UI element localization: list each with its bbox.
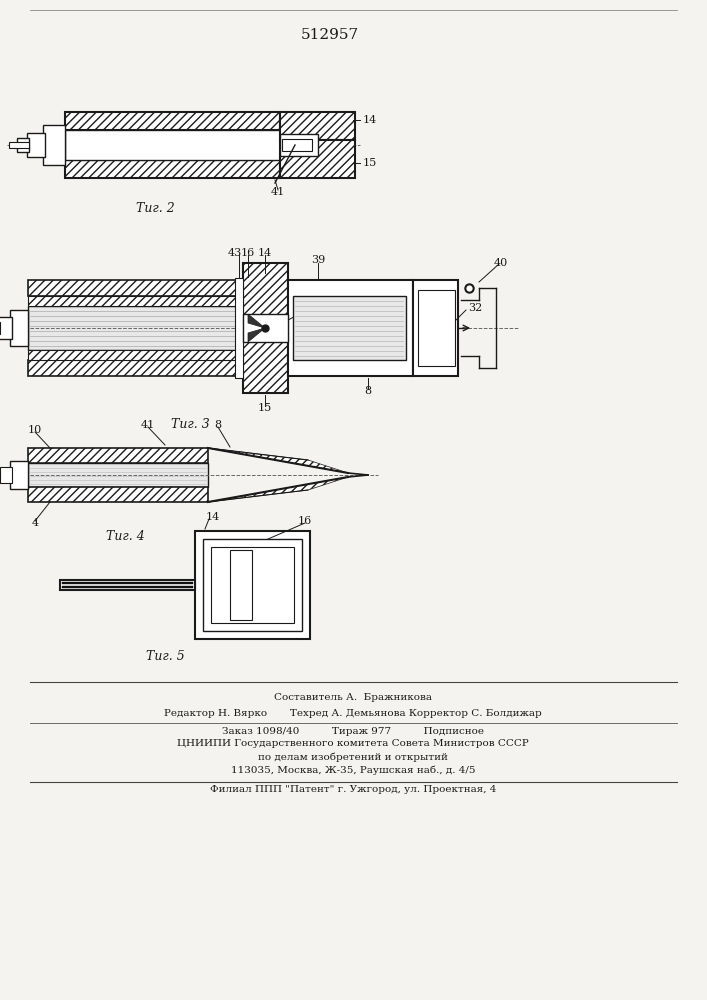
Text: 41: 41	[141, 420, 155, 430]
Bar	[413, 280, 458, 376]
Bar	[293, 296, 406, 360]
Bar	[280, 134, 318, 156]
Bar	[60, 580, 195, 590]
Bar	[28, 296, 243, 306]
Bar	[28, 463, 208, 487]
Bar	[43, 125, 65, 165]
Bar	[9, 142, 29, 148]
Bar	[282, 139, 312, 151]
Bar	[243, 314, 288, 342]
Text: 43: 43	[228, 248, 242, 258]
Text: Τиг. 4: Τиг. 4	[105, 530, 144, 544]
Text: по делам изобретений и открытий: по делам изобретений и открытий	[258, 752, 448, 762]
Bar	[243, 263, 288, 393]
Bar	[28, 448, 208, 463]
Bar	[230, 550, 252, 620]
Bar	[17, 138, 29, 152]
Bar	[0, 467, 12, 483]
Bar	[28, 280, 243, 296]
Bar	[195, 531, 310, 639]
Text: 40: 40	[494, 258, 508, 268]
Polygon shape	[248, 314, 265, 328]
Bar	[28, 306, 243, 350]
Text: 8: 8	[214, 420, 221, 430]
Bar	[65, 130, 280, 160]
Text: 512957: 512957	[301, 28, 359, 42]
Text: 8: 8	[364, 386, 372, 396]
Text: 14: 14	[258, 248, 272, 258]
Text: 15: 15	[363, 158, 378, 168]
Bar	[418, 290, 455, 366]
Text: 4: 4	[31, 518, 39, 528]
Text: Филиал ППП "Патент" г. Ужгород, ул. Проектная, 4: Филиал ППП "Патент" г. Ужгород, ул. Прое…	[210, 786, 496, 794]
Text: 16: 16	[298, 516, 312, 526]
Text: 16: 16	[241, 248, 255, 258]
Bar	[203, 539, 302, 631]
Text: Заказ 1098/40          Тираж 977          Подписное: Заказ 1098/40 Тираж 977 Подписное	[222, 726, 484, 736]
Text: 39: 39	[311, 255, 325, 265]
Bar	[28, 487, 208, 502]
Polygon shape	[208, 477, 348, 502]
Bar	[288, 280, 413, 376]
Bar	[28, 360, 243, 376]
Bar	[27, 133, 45, 157]
Text: 10: 10	[28, 425, 42, 435]
Text: 42: 42	[308, 303, 322, 313]
Bar	[235, 278, 243, 378]
Bar	[65, 112, 280, 130]
Text: Τиг. 5: Τиг. 5	[146, 650, 185, 664]
Text: 113035, Москва, Ж-35, Раушская наб., д. 4/5: 113035, Москва, Ж-35, Раушская наб., д. …	[230, 765, 475, 775]
Polygon shape	[208, 448, 348, 473]
Bar	[280, 140, 355, 178]
Text: Составитель А.  Бражникова: Составитель А. Бражникова	[274, 694, 432, 702]
Text: Τиг. 2: Τиг. 2	[136, 202, 175, 215]
Polygon shape	[248, 328, 265, 342]
Bar	[65, 160, 280, 178]
Bar	[0, 317, 12, 339]
Text: 15: 15	[258, 403, 272, 413]
Text: ЦНИИПИ Государственного комитета Совета Министров СССР: ЦНИИПИ Государственного комитета Совета …	[177, 740, 529, 748]
Text: 32: 32	[468, 303, 482, 313]
Bar	[62, 582, 193, 584]
Text: 41: 41	[271, 187, 285, 197]
Text: 14: 14	[206, 512, 220, 522]
Bar	[280, 112, 355, 140]
Bar	[211, 547, 294, 623]
Bar	[10, 310, 28, 346]
Bar	[62, 586, 193, 588]
Text: Τиг. 3: Τиг. 3	[170, 418, 209, 432]
Text: Редактор Н. Вярко       Техред А. Демьянова Корректор С. Болдижар: Редактор Н. Вярко Техред А. Демьянова Ко…	[164, 708, 542, 718]
Bar	[28, 350, 243, 360]
Text: 14: 14	[363, 115, 378, 125]
Bar	[10, 461, 28, 489]
